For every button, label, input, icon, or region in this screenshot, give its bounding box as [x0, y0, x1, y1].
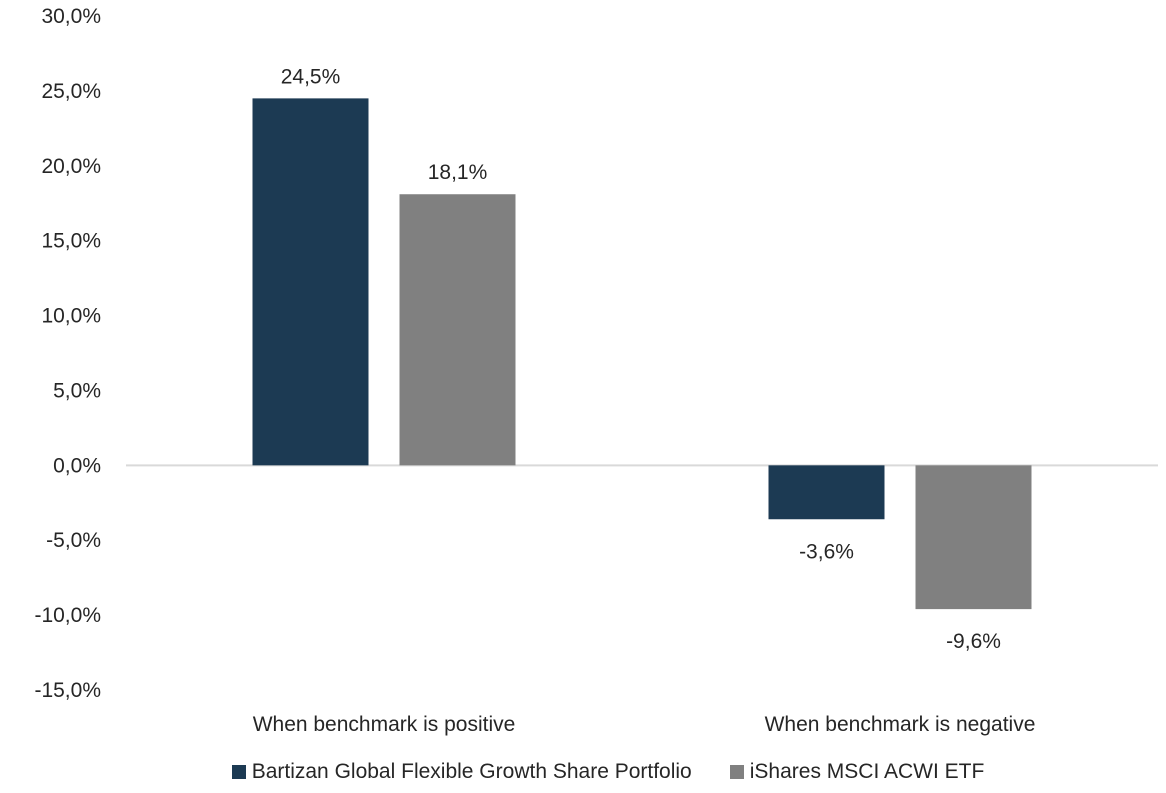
y-tick-label: -15,0%: [34, 679, 101, 702]
y-tick-label: 10,0%: [41, 305, 101, 328]
legend: Bartizan Global Flexible Growth Share Po…: [0, 760, 1166, 784]
y-tick-label: -5,0%: [46, 529, 101, 552]
y-tick-label: 25,0%: [41, 80, 101, 103]
legend-label-portfolio: Bartizan Global Flexible Growth Share Po…: [251, 760, 692, 783]
legend-item-portfolio: Bartizan Global Flexible Growth Share Po…: [231, 760, 692, 784]
x-axis: When benchmark is positive When benchmark…: [253, 713, 1036, 736]
x-category-label: When benchmark is positive: [253, 713, 516, 736]
bar: [915, 465, 1032, 610]
y-tick-label: -10,0%: [34, 604, 101, 627]
data-label: 18,1%: [428, 161, 488, 184]
bar: [399, 194, 516, 466]
y-axis: 30,0% 25,0% 20,0% 15,0% 10,0% 5,0% 0,0% -5,0% -1…: [34, 5, 101, 702]
bar: [252, 98, 369, 466]
y-tick-label: 20,0%: [41, 155, 101, 178]
y-tick-label: 15,0%: [41, 230, 101, 253]
data-label: 24,5%: [281, 65, 341, 88]
data-label: -9,6%: [946, 630, 1001, 653]
y-tick-label: 5,0%: [53, 379, 101, 402]
x-category-label: When benchmark is negative: [765, 713, 1036, 736]
legend-swatch-etf: [729, 765, 744, 779]
legend-label-etf: iShares MSCI ACWI ETF: [749, 760, 985, 783]
data-labels: 24,5% 18,1% -3,6% -9,6%: [281, 65, 1001, 653]
y-tick-label: 30,0%: [41, 5, 101, 28]
data-label: -3,6%: [799, 540, 854, 563]
bar: [768, 465, 885, 520]
y-tick-label: 0,0%: [53, 454, 101, 477]
legend-swatch-portfolio: [231, 765, 246, 779]
legend-item-etf: iShares MSCI ACWI ETF: [729, 760, 985, 784]
bars: [252, 98, 1032, 610]
